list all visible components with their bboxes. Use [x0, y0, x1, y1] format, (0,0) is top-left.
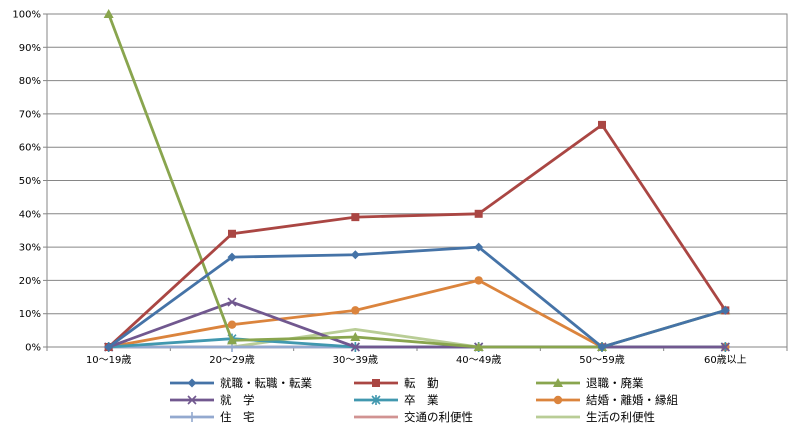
data-point	[474, 276, 483, 285]
data-point	[350, 250, 360, 260]
y-tick-label: 30%	[19, 243, 41, 254]
data-point	[597, 342, 607, 352]
legend-item: 結婚・離婚・縁組	[534, 392, 678, 408]
legend-item: 卒 業	[352, 392, 439, 408]
legend-label: 卒 業	[404, 393, 439, 407]
legend-item: 就職・転職・転業	[168, 375, 312, 391]
legend-item: 退職・廃業	[534, 375, 644, 391]
legend-swatch	[170, 395, 214, 405]
legend-marker	[187, 395, 197, 405]
legend-marker	[553, 395, 563, 405]
legend-swatch	[354, 395, 398, 405]
data-point	[350, 342, 360, 352]
x-tick-label: 30～39歳	[333, 354, 378, 366]
legend-label: 交通の利便性	[404, 410, 473, 424]
x-tick-label: 50～59歳	[579, 354, 624, 366]
x-tick-label: 60歳以上	[704, 354, 747, 366]
legend-marker	[371, 395, 381, 405]
data-point	[720, 342, 730, 352]
legend-label: 就職・転職・転業	[220, 376, 312, 390]
y-tick-label: 100%	[12, 10, 41, 21]
y-axis-ticks: 0% 10% 20% 30% 40% 50% 60% 70% 80% 90% 100%	[12, 10, 47, 354]
legend-marker	[187, 412, 197, 422]
y-tick-label: 60%	[19, 143, 41, 154]
legend-swatch	[536, 378, 580, 387]
series-line	[107, 245, 726, 349]
series-group	[103, 9, 731, 352]
gridlines	[47, 46, 787, 315]
y-tick-label: 20%	[19, 276, 41, 287]
legend-swatch	[536, 395, 580, 405]
legend-label: 結婚・離婚・縁組	[586, 393, 678, 407]
x-tick-label: 40～49歳	[456, 354, 501, 366]
legend-swatch	[170, 378, 214, 388]
legend-label: 就 学	[220, 393, 255, 407]
data-point	[598, 120, 606, 129]
legend-label: 転 勤	[404, 376, 439, 390]
data-point	[474, 209, 483, 218]
legend-marker	[372, 379, 380, 387]
legend-swatch	[536, 415, 580, 419]
y-tick-label: 50%	[19, 176, 41, 187]
data-point	[228, 229, 236, 238]
data-point	[227, 320, 237, 329]
legend-marker	[187, 378, 197, 388]
data-point	[350, 332, 361, 342]
y-tick-label: 0%	[25, 343, 41, 354]
legend-marker	[553, 378, 563, 387]
legend-item: 住 宅	[168, 409, 255, 425]
data-point	[474, 242, 484, 252]
data-point	[103, 9, 114, 18]
data-point	[227, 252, 237, 262]
legend-swatch	[170, 412, 214, 422]
series-line	[108, 300, 726, 349]
series-1	[104, 242, 730, 352]
legend-label: 退職・廃業	[586, 376, 644, 390]
y-tick-label: 40%	[19, 209, 41, 220]
data-point	[351, 213, 360, 222]
x-axis-ticks: 10～19歳 20～29歳 30～39歳 40～49歳 50～59歳 60歳以上	[46, 347, 788, 366]
y-tick-label: 10%	[19, 309, 41, 320]
data-point	[227, 335, 237, 345]
legend-item: 交通の利便性	[352, 409, 473, 425]
data-point	[473, 342, 484, 351]
y-tick-label: 90%	[19, 43, 41, 54]
x-tick-label: 20～29歳	[209, 354, 254, 366]
legend-item: 就 学	[168, 392, 255, 408]
legend: 就職・転職・転業 転 勤 退職・廃業就 学 卒 業 結婚・離婚・縁組住 宅 交通の利便性 生…	[168, 375, 768, 425]
data-point	[227, 297, 237, 307]
legend-swatch	[354, 379, 398, 387]
line-chart: 0% 10% 20% 30% 40% 50% 60% 70% 80% 90% 100% 10～19歳…	[12, 9, 788, 366]
data-point	[351, 306, 360, 315]
series-line	[107, 123, 727, 349]
data-point	[720, 305, 730, 315]
legend-label: 住 宅	[220, 410, 255, 424]
x-tick-label: 10～19歳	[86, 354, 131, 366]
legend-item: 転 勤	[352, 375, 439, 391]
y-tick-label: 70%	[19, 109, 41, 120]
legend-label: 生活の利便性	[586, 410, 655, 424]
data-point	[104, 342, 114, 352]
y-tick-label: 80%	[19, 76, 41, 87]
legend-swatch	[354, 415, 398, 419]
legend-item: 生活の利便性	[534, 409, 655, 425]
